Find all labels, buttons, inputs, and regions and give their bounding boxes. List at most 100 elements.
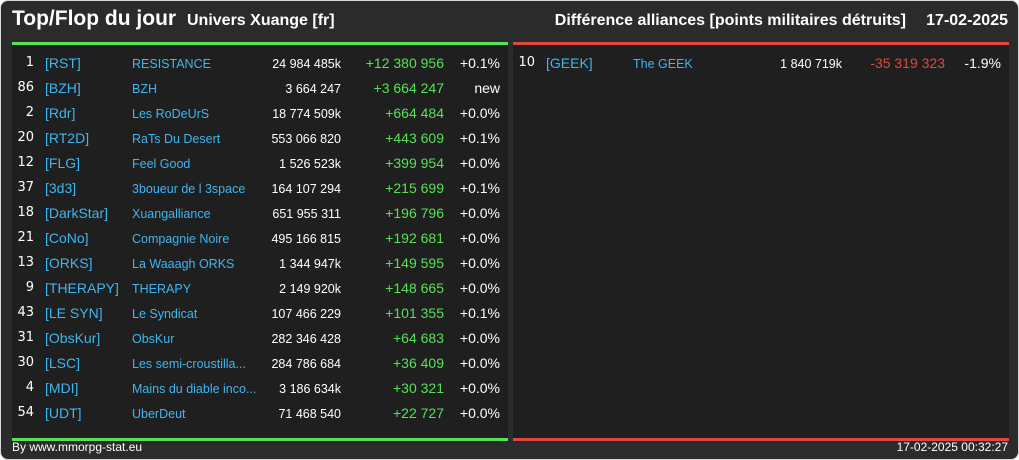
alliance-row: 30 [LSC] Les semi-croustilla... 284 786 684… xyxy=(12,351,508,376)
alliance-tag-link[interactable]: [CoNo] xyxy=(45,230,89,246)
metric-label: Différence alliances [points militaires … xyxy=(554,12,906,29)
alliance-rank: 9 xyxy=(25,280,34,295)
alliance-name-link[interactable]: Compagnie Noire xyxy=(132,232,230,246)
alliance-rank: 21 xyxy=(17,230,34,245)
alliance-points: 495 166 815 xyxy=(271,232,341,246)
alliance-tag-link[interactable]: [GEEK] xyxy=(546,55,593,71)
alliance-rank: 43 xyxy=(17,305,34,320)
alliance-rank: 31 xyxy=(17,330,34,345)
alliance-diff: +149 595 xyxy=(385,255,444,271)
alliance-points: 24 984 485k xyxy=(272,57,341,71)
alliance-diff: +196 796 xyxy=(385,205,444,221)
alliance-rank: 10 xyxy=(518,55,535,70)
generated-timestamp: 17-02-2025 00:32:27 xyxy=(896,440,1008,454)
alliance-row: 43 [LE SYN] Le Syndicat 107 466 229 +101 355… xyxy=(12,301,508,326)
alliance-rank: 37 xyxy=(17,180,34,195)
alliance-row: 18 [DarkStar] Xuangalliance 651 955 311 +196… xyxy=(12,201,508,226)
alliance-row: 10 [GEEK] The GEEK 1 840 719k -35 319 323 -1.… xyxy=(513,51,1009,76)
alliance-tag-link[interactable]: [UDT] xyxy=(45,405,82,421)
alliance-name-link[interactable]: Xuangalliance xyxy=(132,207,211,221)
alliance-percent: +0.1% xyxy=(459,305,500,321)
alliance-row: 20 [RT2D] RaTs Du Desert 553 066 820 +443 60… xyxy=(12,126,508,151)
alliance-rank: 12 xyxy=(17,155,34,170)
alliance-row: 37 [3d3] 3boueur de l 3space 164 107 294 +21… xyxy=(12,176,508,201)
alliance-tag-link[interactable]: [DarkStar] xyxy=(45,205,109,221)
alliance-rank: 30 xyxy=(17,355,34,370)
alliance-points: 164 107 294 xyxy=(271,182,341,196)
alliance-name-link[interactable]: ObsKur xyxy=(132,332,175,346)
alliance-rank: 4 xyxy=(25,380,34,395)
alliance-points: 3 664 247 xyxy=(285,82,341,96)
alliance-name-link[interactable]: BZH xyxy=(132,82,157,96)
alliance-row: 13 [ORKS] La Waaagh ORKS 1 344 947k +149 595… xyxy=(12,251,508,276)
alliance-percent: new xyxy=(474,80,500,96)
alliance-tag-link[interactable]: [FLG] xyxy=(45,155,81,171)
alliance-percent: +0.0% xyxy=(459,280,500,296)
alliance-tag-link[interactable]: [3d3] xyxy=(45,180,77,196)
alliance-tag-link[interactable]: [RST] xyxy=(45,55,81,71)
top-panel: 1 [RST] RESISTANCE 24 984 485k +12 380 956 +0… xyxy=(12,42,508,441)
alliance-tag-link[interactable]: [BZH] xyxy=(45,80,81,96)
alliance-tag-link[interactable]: [ObsKur] xyxy=(45,330,101,346)
alliance-percent: +0.0% xyxy=(459,230,500,246)
alliance-percent: +0.1% xyxy=(459,130,500,146)
source-credit: By www.mmorpg-stat.eu xyxy=(12,440,143,454)
alliance-row: 12 [FLG] Feel Good 1 526 523k +399 954 +0.0% xyxy=(12,151,508,176)
alliance-row: 86 [BZH] BZH 3 664 247 +3 664 247 new xyxy=(12,76,508,101)
alliance-name-link[interactable]: RaTs Du Desert xyxy=(132,132,221,146)
alliance-diff: +3 664 247 xyxy=(373,80,444,96)
flop-panel: 10 [GEEK] The GEEK 1 840 719k -35 319 323 -1.… xyxy=(513,42,1009,441)
alliance-diff: -35 319 323 xyxy=(870,55,945,71)
alliance-points: 3 186 634k xyxy=(279,382,341,396)
alliance-percent: +0.1% xyxy=(459,180,500,196)
alliance-row: 21 [CoNo] Compagnie Noire 495 166 815 +192 6… xyxy=(12,226,508,251)
alliance-diff: +443 609 xyxy=(385,130,444,146)
alliance-tag-link[interactable]: [LSC] xyxy=(45,355,81,371)
alliance-rank: 13 xyxy=(17,255,34,270)
alliance-row: 31 [ObsKur] ObsKur 282 346 428 +64 683 +0.0% xyxy=(12,326,508,351)
alliance-name-link[interactable]: Les semi-croustilla... xyxy=(132,357,246,371)
alliance-name-link[interactable]: The GEEK xyxy=(633,57,693,71)
alliance-points: 2 149 920k xyxy=(279,282,341,296)
alliance-name-link[interactable]: Les RoDeUrS xyxy=(132,107,210,121)
alliance-name-link[interactable]: THERAPY xyxy=(132,282,192,296)
alliance-row: 1 [RST] RESISTANCE 24 984 485k +12 380 956 +0… xyxy=(12,51,508,76)
alliance-name-link[interactable]: Le Syndicat xyxy=(132,307,198,321)
alliance-diff: +664 484 xyxy=(385,105,444,121)
alliance-diff: +101 355 xyxy=(385,305,444,321)
alliance-tag-link[interactable]: [RT2D] xyxy=(45,130,90,146)
alliance-name-link[interactable]: Feel Good xyxy=(132,157,191,171)
alliance-points: 1 840 719k xyxy=(780,57,842,71)
alliance-rank: 54 xyxy=(17,405,34,420)
alliance-points: 18 774 509k xyxy=(272,107,341,121)
alliance-points: 107 466 229 xyxy=(271,307,341,321)
alliance-percent: +0.0% xyxy=(459,330,500,346)
alliance-name-link[interactable]: 3boueur de l 3space xyxy=(132,182,246,196)
alliance-name-link[interactable]: Mains du diable inco... xyxy=(132,382,257,396)
alliance-points: 651 955 311 xyxy=(272,207,341,221)
alliance-tag-link[interactable]: [Rdr] xyxy=(45,105,76,121)
alliance-percent: +0.1% xyxy=(459,55,500,71)
alliance-percent: +0.0% xyxy=(459,355,500,371)
alliance-diff: +215 699 xyxy=(385,180,444,196)
alliance-diff: +30 321 xyxy=(393,380,444,396)
alliance-row: 54 [UDT] UberDeut 71 468 540 +22 727 +0.0% xyxy=(12,401,508,426)
alliance-diff: +36 409 xyxy=(393,355,444,371)
universe-label: Univers Xuange [fr] xyxy=(187,12,335,29)
alliance-tag-link[interactable]: [LE SYN] xyxy=(45,305,103,321)
alliance-points: 282 346 428 xyxy=(271,332,341,346)
alliance-points: 284 786 684 xyxy=(271,357,341,371)
alliance-tag-link[interactable]: [ORKS] xyxy=(45,255,93,271)
alliance-tag-link[interactable]: [MDI] xyxy=(45,380,79,396)
alliance-row: 4 [MDI] Mains du diable inco... 3 186 634k +… xyxy=(12,376,508,401)
alliance-percent: +0.0% xyxy=(459,105,500,121)
alliance-diff: +22 727 xyxy=(393,405,444,421)
alliance-tag-link[interactable]: [THERAPY] xyxy=(45,280,119,296)
alliance-name-link[interactable]: La Waaagh ORKS xyxy=(132,257,235,271)
alliance-name-link[interactable]: RESISTANCE xyxy=(132,57,211,71)
alliance-rank: 86 xyxy=(17,80,34,95)
alliance-rank: 2 xyxy=(25,105,34,120)
alliance-percent: +0.0% xyxy=(459,405,500,421)
alliance-name-link[interactable]: UberDeut xyxy=(132,407,186,421)
